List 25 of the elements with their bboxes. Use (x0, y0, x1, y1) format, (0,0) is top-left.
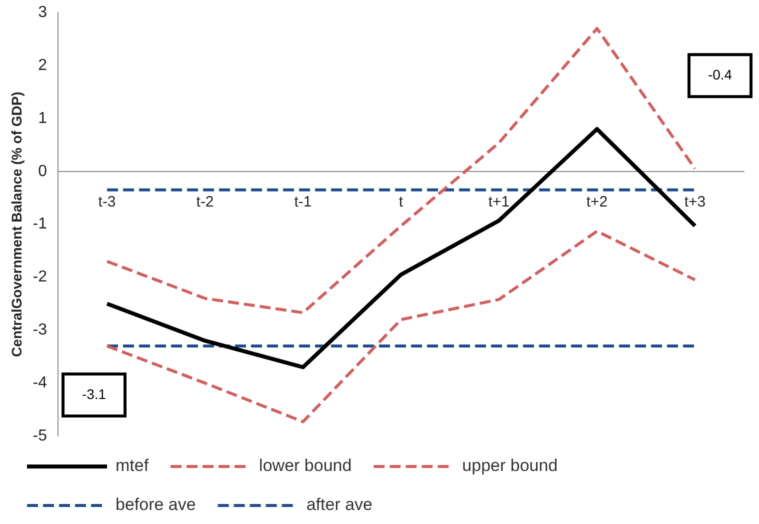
x-tick-label: t (398, 194, 404, 211)
legend-label: before ave (116, 495, 196, 514)
y-tick-label: 0 (38, 162, 48, 180)
legend-label: after ave (306, 495, 372, 514)
x-tick-label: t-2 (196, 194, 214, 211)
y-tick-label: -4 (32, 374, 48, 392)
y-tick-label: 1 (38, 110, 48, 127)
x-tick-label: t-1 (294, 194, 312, 211)
legend-label: mtef (116, 456, 149, 476)
y-tick-label: -2 (32, 268, 48, 286)
legend-label: lower bound (259, 456, 352, 476)
x-tick-label: t+1 (488, 194, 510, 211)
y-tick-label: 2 (38, 56, 48, 74)
legend-label: upper bound (462, 456, 558, 476)
x-tick-label: t+3 (684, 194, 706, 211)
annotation: -3.1 (82, 386, 106, 402)
x-tick-label: t-3 (98, 194, 116, 211)
y-tick-label: -5 (32, 427, 48, 444)
y-tick-label: 3 (38, 4, 48, 22)
line-series (106, 230, 696, 424)
x-tick-label: t+2 (586, 194, 608, 211)
y-axis-title: CentralGovernment Balance (% of GDP) (8, 92, 24, 357)
y-tick-label: -3 (32, 322, 48, 339)
y-tick-label: -1 (32, 216, 48, 233)
annotation: -0.4 (708, 66, 732, 82)
